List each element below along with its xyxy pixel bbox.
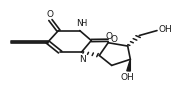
Text: O: O (110, 35, 117, 44)
Text: OH: OH (159, 25, 173, 34)
Text: N: N (79, 55, 86, 64)
Text: OH: OH (121, 73, 135, 82)
Polygon shape (127, 59, 130, 71)
Text: H: H (81, 19, 87, 28)
Text: O: O (47, 10, 54, 19)
Text: N: N (77, 19, 83, 28)
Text: O: O (105, 32, 112, 41)
